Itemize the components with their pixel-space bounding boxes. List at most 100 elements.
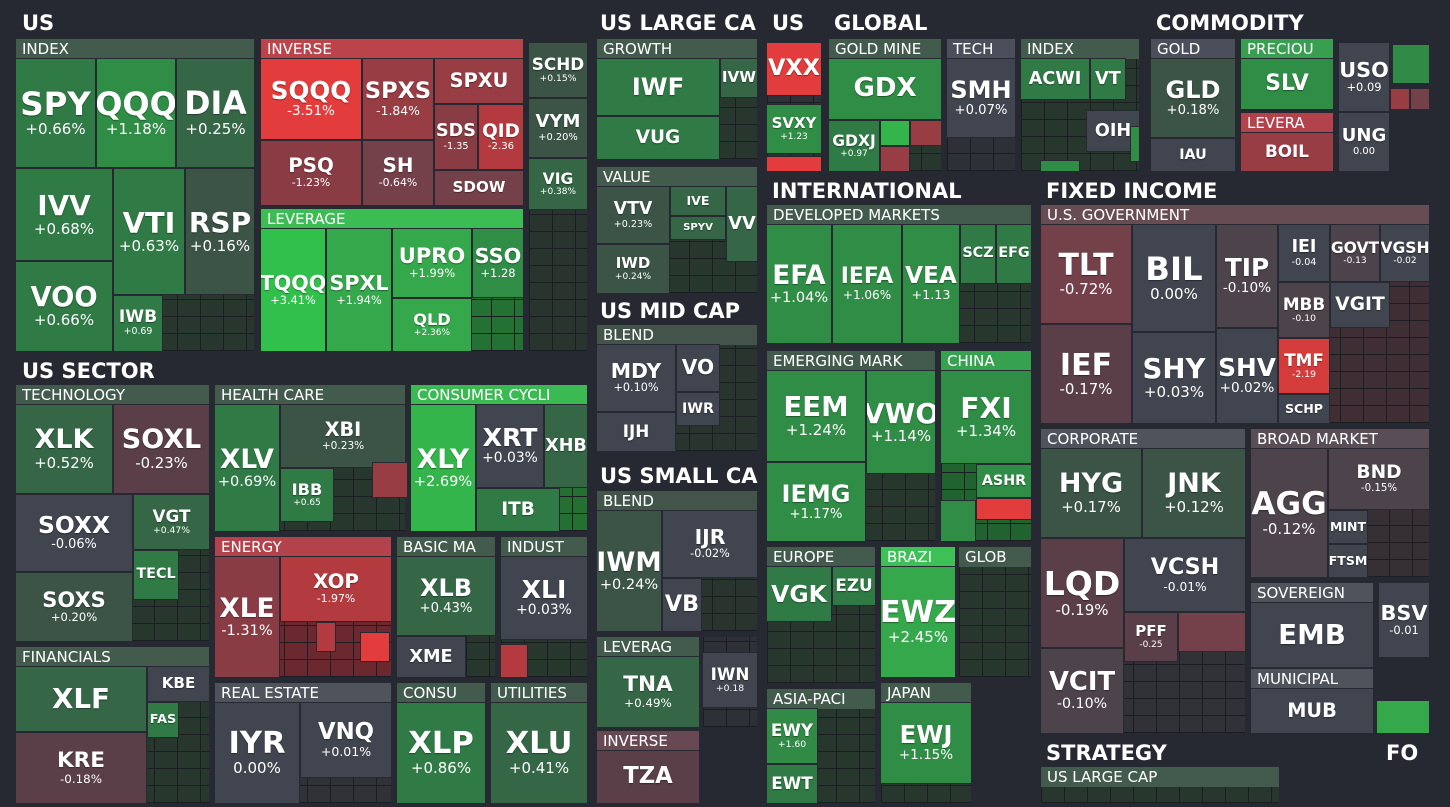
etf-tile[interactable]: TNA +0.49%: [596, 656, 700, 728]
etf-tile[interactable]: SPY +0.66%: [15, 58, 96, 168]
etf-tile[interactable]: XLB +0.43%: [396, 556, 496, 636]
etf-tile[interactable]: VCSH -0.01%: [1124, 538, 1246, 612]
etf-tile[interactable]: SCHP: [1278, 394, 1330, 424]
etf-tile[interactable]: SMH +0.07%: [946, 58, 1016, 138]
etf-tile[interactable]: SCHD +0.15%: [528, 42, 588, 98]
etf-tile[interactable]: GOVT -0.13: [1330, 224, 1380, 282]
etf-tile[interactable]: VOO +0.66%: [15, 261, 113, 352]
etf-tile[interactable]: AGG -0.12%: [1250, 448, 1328, 578]
etf-tile[interactable]: IYR 0.00%: [214, 702, 300, 804]
etf-tile[interactable]: XLF: [15, 666, 147, 732]
etf-tile[interactable]: XME: [396, 636, 466, 678]
etf-tile[interactable]: IVW: [720, 58, 758, 98]
etf-tile[interactable]: ACWI: [1020, 58, 1090, 100]
etf-tile[interactable]: IJH: [596, 412, 676, 452]
etf-tile[interactable]: SHV +0.02%: [1216, 328, 1278, 424]
etf-tile[interactable]: TMF -2.19: [1278, 338, 1330, 394]
etf-tile[interactable]: VGSH -0.02: [1380, 224, 1430, 282]
etf-tile[interactable]: BOIL: [1240, 132, 1334, 172]
etf-tile[interactable]: QLD +2.36%: [392, 298, 472, 352]
etf-tile[interactable]: IWB +0.69: [113, 295, 163, 352]
etf-tile[interactable]: IBB +0.65: [280, 468, 334, 522]
etf-tile[interactable]: JNK +0.12%: [1142, 448, 1246, 538]
etf-tile[interactable]: IWF: [596, 58, 720, 116]
etf-tile[interactable]: ITB: [476, 488, 560, 532]
etf-tile[interactable]: TZA: [596, 750, 700, 804]
etf-tile[interactable]: XLY +2.69%: [410, 404, 476, 532]
etf-tile[interactable]: XLV +0.69%: [214, 404, 280, 532]
etf-tile[interactable]: VB: [662, 578, 702, 632]
etf-tile[interactable]: IWM +0.24%: [596, 510, 662, 632]
etf-tile[interactable]: SLV: [1240, 58, 1334, 110]
etf-tile[interactable]: PSQ -1.23%: [260, 140, 362, 206]
etf-tile[interactable]: BSV -0.01: [1378, 582, 1430, 658]
etf-tile[interactable]: IJR -0.02%: [662, 510, 758, 578]
etf-tile[interactable]: TLT -0.72%: [1040, 224, 1132, 324]
etf-tile[interactable]: SDS -1.35: [434, 104, 478, 170]
etf-tile[interactable]: VYM +0.20%: [528, 98, 588, 158]
etf-tile[interactable]: VWO +1.14%: [866, 370, 936, 474]
etf-tile[interactable]: BND -0.15%: [1328, 448, 1430, 510]
etf-tile[interactable]: SVXY +1.23: [766, 104, 822, 154]
etf-tile[interactable]: XLP +0.86%: [396, 702, 486, 804]
etf-tile[interactable]: VUG: [596, 116, 720, 160]
etf-tile[interactable]: SHY +0.03%: [1132, 332, 1216, 424]
etf-tile[interactable]: QID -2.36: [478, 104, 524, 170]
etf-tile[interactable]: KRE -0.18%: [15, 732, 147, 804]
etf-tile[interactable]: SOXL -0.23%: [113, 404, 210, 494]
etf-tile[interactable]: EFA +1.04%: [766, 224, 832, 344]
etf-tile[interactable]: SPXS -1.84%: [362, 58, 434, 140]
etf-tile[interactable]: MDY +0.10%: [596, 344, 676, 412]
etf-tile[interactable]: VXX: [766, 42, 822, 96]
etf-tile[interactable]: VGT +0.47%: [133, 494, 210, 550]
etf-tile[interactable]: XHB: [544, 404, 588, 488]
etf-tile[interactable]: SPXU: [434, 58, 524, 104]
etf-tile[interactable]: EWZ +2.45%: [880, 566, 956, 678]
etf-tile[interactable]: IVE: [670, 186, 726, 216]
etf-tile[interactable]: VGK: [766, 566, 832, 622]
etf-tile[interactable]: VIG +0.38%: [528, 158, 588, 210]
etf-tile[interactable]: USO +0.09: [1338, 42, 1390, 112]
etf-tile[interactable]: VO: [676, 344, 720, 392]
etf-tile[interactable]: VV: [726, 186, 758, 262]
etf-tile[interactable]: GDXJ +0.97: [828, 120, 880, 172]
etf-tile[interactable]: MINT: [1328, 510, 1368, 544]
etf-tile[interactable]: VGIT: [1330, 282, 1390, 328]
etf-tile[interactable]: VT: [1090, 58, 1126, 100]
etf-tile[interactable]: EWT: [766, 764, 818, 804]
etf-tile[interactable]: XLI +0.03%: [500, 556, 588, 640]
etf-tile[interactable]: GDX: [828, 58, 942, 120]
etf-tile[interactable]: IWR: [676, 392, 720, 426]
etf-tile[interactable]: MBB -0.10: [1278, 282, 1330, 338]
etf-tile[interactable]: IAU: [1150, 138, 1236, 172]
etf-tile[interactable]: SDOW: [434, 170, 524, 206]
etf-tile[interactable]: VCIT -0.10%: [1040, 648, 1124, 734]
etf-tile[interactable]: VTV +0.23%: [596, 186, 670, 244]
etf-tile[interactable]: TECL: [133, 550, 179, 600]
etf-tile[interactable]: GLD +0.18%: [1150, 58, 1236, 138]
etf-tile[interactable]: EZU: [832, 566, 876, 606]
etf-tile[interactable]: XLK +0.52%: [15, 404, 113, 494]
etf-tile[interactable]: VEA +1.13: [902, 224, 960, 344]
etf-tile[interactable]: XRT +0.03%: [476, 404, 544, 488]
etf-tile[interactable]: EWJ +1.15%: [880, 702, 972, 784]
etf-tile[interactable]: IEMG +1.17%: [766, 462, 866, 542]
etf-tile[interactable]: EWY +1.60: [766, 708, 818, 764]
etf-tile[interactable]: ASHR: [976, 464, 1032, 498]
etf-tile[interactable]: LQD -0.19%: [1040, 538, 1124, 648]
etf-tile[interactable]: VTI +0.63%: [113, 168, 185, 295]
etf-tile[interactable]: FXI +1.34%: [940, 370, 1032, 464]
etf-tile[interactable]: EMB: [1250, 602, 1374, 668]
etf-tile[interactable]: XBI +0.23%: [280, 404, 406, 468]
etf-tile[interactable]: EEM +1.24%: [766, 370, 866, 462]
etf-tile[interactable]: SPXL +1.94%: [326, 228, 392, 352]
etf-tile[interactable]: MUB: [1250, 688, 1374, 734]
etf-tile[interactable]: IWN +0.18: [702, 652, 758, 708]
etf-tile[interactable]: SCZ: [960, 224, 996, 284]
etf-tile[interactable]: PFF -0.25: [1124, 612, 1178, 662]
etf-tile[interactable]: IEI -0.04: [1278, 224, 1330, 282]
etf-tile[interactable]: SOXS +0.20%: [15, 572, 133, 642]
etf-tile[interactable]: HYG +0.17%: [1040, 448, 1142, 538]
etf-tile[interactable]: SQQQ -3.51%: [260, 58, 362, 140]
etf-tile[interactable]: RSP +0.16%: [185, 168, 255, 295]
